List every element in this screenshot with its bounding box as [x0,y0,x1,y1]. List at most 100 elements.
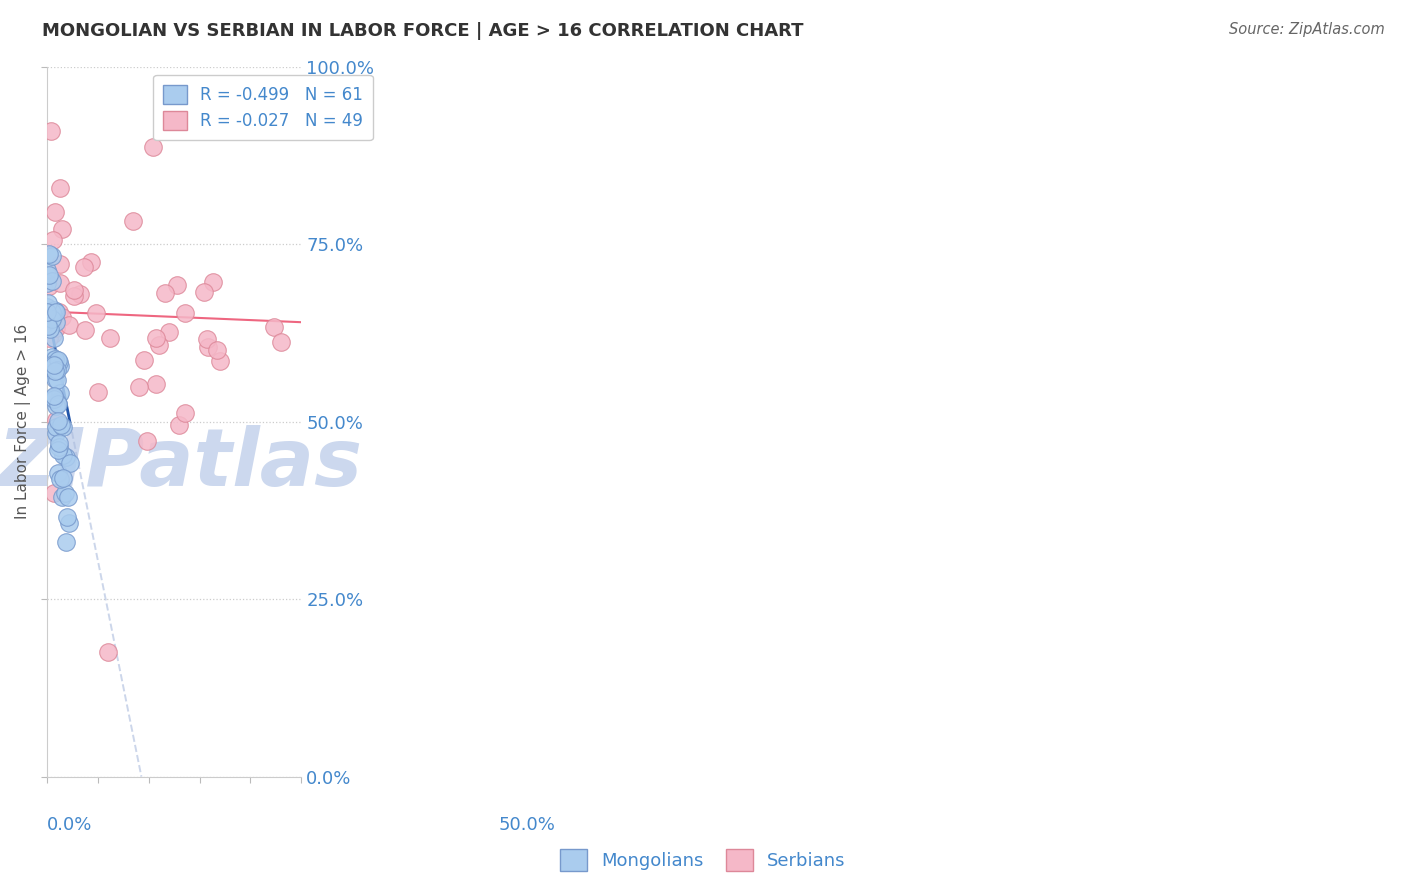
Point [41,248,63,262]
Point [145,377,167,392]
Point [197,340,219,354]
Point [39,363,62,377]
Point [45,315,67,329]
Point [42,302,65,317]
Point [38,268,60,283]
Point [45,320,67,334]
Point [38,279,60,293]
Point [45,425,67,440]
Point [73,260,96,275]
Point [51,420,73,434]
Point [41,305,63,319]
Point [39,123,62,137]
Point [142,140,165,154]
Point [153,286,176,301]
Text: Source: ZipAtlas.com: Source: ZipAtlas.com [1229,22,1385,37]
Point [48,436,70,450]
Text: 50.0%: 50.0% [499,815,555,834]
Point [166,278,188,293]
Point [195,332,218,346]
Point [49,181,72,195]
Point [44,372,66,386]
Point [136,434,159,448]
Text: ZIPatlas: ZIPatlas [0,425,361,503]
Point [48,305,70,319]
Point [37,318,59,333]
Point [58,516,80,531]
Point [42,233,65,247]
Point [37,300,59,314]
Point [58,318,80,333]
Point [208,354,231,368]
Point [48,397,70,411]
Point [52,470,75,484]
Point [45,413,67,427]
Point [45,305,67,319]
Point [48,385,70,400]
Point [46,443,69,458]
Point [56,510,79,524]
Point [63,283,86,297]
Point [98,331,121,345]
Point [37,276,59,290]
Point [49,359,72,373]
Point [44,359,66,373]
Legend: R = -0.499   N = 61, R = -0.027   N = 49: R = -0.499 N = 61, R = -0.027 N = 49 [153,75,373,140]
Point [56,490,79,504]
Point [157,326,180,340]
Point [134,352,156,367]
Text: MONGOLIAN VS SERBIAN IN LABOR FORCE | AGE > 16 CORRELATION CHART: MONGOLIAN VS SERBIAN IN LABOR FORCE | AG… [42,22,804,40]
Point [174,305,197,319]
Point [53,486,76,500]
Point [205,343,228,358]
Point [44,303,66,318]
Point [42,326,65,341]
Point [42,331,65,345]
Point [38,331,60,345]
Point [45,420,67,434]
Point [48,440,70,454]
Point [45,363,67,377]
Point [46,353,69,368]
Text: 0.0%: 0.0% [46,815,93,834]
Point [38,247,60,261]
Point [121,214,143,228]
Point [86,305,108,319]
Point [45,394,67,409]
Point [145,331,167,345]
Point [39,313,62,327]
Point [55,450,77,464]
Point [42,485,65,500]
Point [48,420,70,434]
Point [55,535,77,549]
Point [51,418,73,433]
Point [270,334,292,349]
Point [41,350,63,364]
Point [44,364,66,378]
Point [45,399,67,413]
Point [87,385,110,400]
Point [38,311,60,326]
Point [128,379,150,393]
Point [41,274,63,288]
Point [46,414,69,428]
Point [44,352,66,367]
Point [174,406,197,420]
Point [37,296,59,310]
Point [37,305,59,319]
Point [51,222,73,236]
Point [49,276,72,290]
Point [37,263,59,277]
Point [52,448,75,462]
Point [42,357,65,371]
Point [42,353,65,368]
Point [44,205,66,219]
Point [48,472,70,486]
Point [97,645,120,659]
Point [39,321,62,335]
Point [263,320,285,334]
Point [80,255,103,269]
Point [193,285,215,299]
Point [51,490,73,504]
Point [42,388,65,402]
